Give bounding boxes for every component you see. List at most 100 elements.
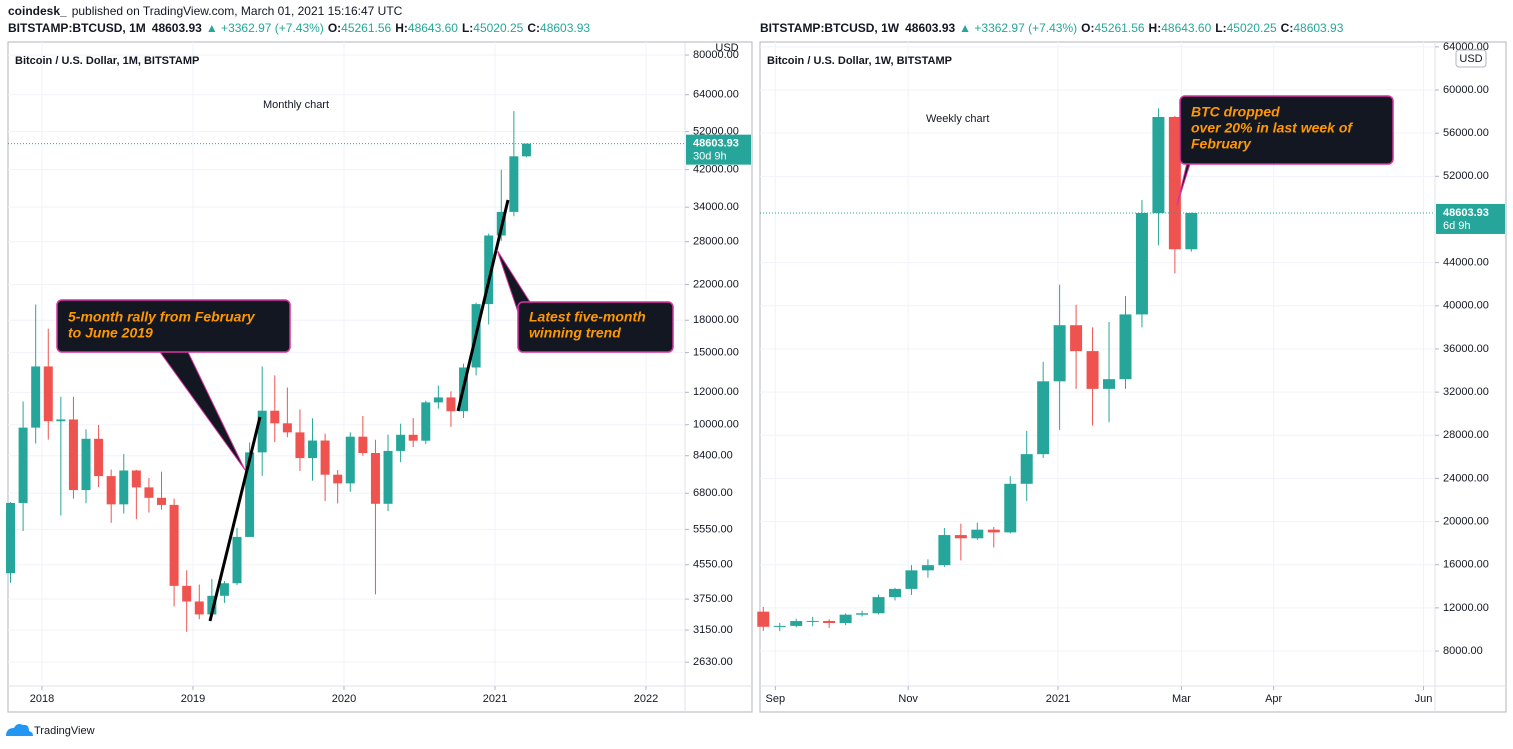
candle-body (207, 595, 217, 615)
x-tick-label: Sep (766, 693, 786, 705)
y-tick-label: 16000.00 (1443, 559, 1489, 571)
last-price-box (1436, 203, 1505, 234)
candle-body (31, 366, 41, 428)
last-price: 48603.93 (152, 21, 202, 35)
candle-body (790, 621, 803, 626)
x-tick-label: 2020 (332, 693, 356, 705)
candle-body (1185, 212, 1198, 250)
candle-body (144, 487, 154, 498)
candle-body (245, 452, 255, 537)
candle-body (1086, 351, 1099, 389)
y-tick-label: 18000.00 (693, 314, 739, 326)
candle-body (94, 438, 104, 477)
x-tick-label: Apr (1265, 693, 1282, 705)
symbol-header: BITSTAMP:BTCUSD, 1M 48603.93 ▲ +3362.97 (+… (8, 21, 590, 35)
y-tick-label: 3750.00 (693, 593, 733, 605)
countdown: 30d 9h (693, 151, 727, 163)
ohlc-value: 45020.25 (473, 21, 523, 35)
last-price: 48603.93 (905, 21, 955, 35)
y-tick-label: 22000.00 (693, 278, 739, 290)
candle-body (872, 597, 885, 614)
candle-body (308, 440, 318, 459)
y-tick-label: 44000.00 (1443, 257, 1489, 269)
brand-name: TradingView (34, 725, 95, 737)
x-tick-label: 2019 (181, 693, 205, 705)
ohlc-label: O: (1081, 21, 1094, 35)
trend-line (208, 416, 262, 622)
y-tick-label: 10000.00 (693, 419, 739, 431)
change: ▲ +3362.97 (+7.43%) (206, 21, 324, 35)
trend-line (456, 199, 510, 412)
candle-body (856, 613, 869, 615)
header: coindesk_ published on TradingView.com, M… (8, 4, 403, 18)
y-tick-label: 52000.00 (693, 126, 739, 138)
y-tick-label: 12000.00 (1443, 602, 1489, 614)
y-tick-label: 52000.00 (1443, 170, 1489, 182)
callout-text: to June 2019 (68, 325, 153, 341)
publisher: coindesk_ (8, 4, 67, 18)
candle-body (43, 366, 53, 422)
candle-body (1037, 381, 1050, 455)
callout-pointer (159, 351, 246, 471)
ohlc-label: L: (462, 21, 473, 35)
candle-body (1070, 325, 1083, 352)
candle-body (81, 438, 91, 491)
x-tick-label: 2021 (483, 693, 507, 705)
annotation: Monthly chart (263, 99, 329, 111)
ohlc-label: L: (1215, 21, 1226, 35)
ohlc-value: 45261.56 (1094, 21, 1144, 35)
x-tick-label: 2021 (1046, 693, 1070, 705)
y-tick-label: 64000.00 (693, 89, 739, 101)
annotation: Weekly chart (926, 113, 989, 125)
candle-body (509, 156, 519, 212)
y-tick-label: 56000.00 (1443, 127, 1489, 139)
y-tick-label: 36000.00 (1443, 343, 1489, 355)
candle-body (106, 476, 116, 505)
x-tick-label: 2018 (30, 693, 54, 705)
ohlc-label: C: (527, 21, 540, 35)
candle-body (358, 436, 368, 453)
candle-body (954, 535, 967, 539)
change: ▲ +3362.97 (+7.43%) (959, 21, 1077, 35)
y-tick-label: 28000.00 (693, 236, 739, 248)
candle-body (823, 620, 836, 623)
y-tick-label: 28000.00 (1443, 429, 1489, 441)
candle-body (806, 620, 819, 622)
left-panel (7, 41, 753, 713)
candle-body (131, 470, 141, 488)
callout-text: Latest five-month (529, 309, 646, 325)
candle-body (521, 143, 531, 157)
y-tick-label: 3150.00 (693, 624, 733, 636)
symbol-header: BITSTAMP:BTCUSD, 1W 48603.93 ▲ +3362.97 (+… (760, 21, 1344, 35)
candle-body (446, 397, 456, 412)
y-tick-label: 34000.00 (693, 201, 739, 213)
candle-body (1053, 325, 1066, 382)
candle-body (484, 235, 494, 305)
y-tick-label: 8000.00 (1443, 645, 1483, 657)
candle-body (169, 504, 179, 586)
y-tick-label: 2630.00 (693, 656, 733, 668)
candle-body (1020, 454, 1033, 484)
y-tick-label: 6800.00 (693, 487, 733, 499)
currency-box (1455, 49, 1487, 68)
candle-body (56, 419, 66, 422)
candle-body (889, 588, 901, 598)
candle-body (905, 570, 918, 589)
candle-body (119, 470, 129, 505)
last-price-box (686, 134, 751, 165)
candle-body (232, 536, 242, 584)
y-tick-label: 12000.00 (693, 386, 739, 398)
published: published on TradingView.com, March 01, … (72, 4, 403, 18)
candle-body (18, 427, 28, 503)
y-tick-label: 15000.00 (693, 347, 739, 359)
candle-body (421, 402, 431, 441)
ohlc-value: 48603.93 (540, 21, 590, 35)
candle-body (182, 585, 192, 602)
candle-body (971, 529, 984, 539)
ohlc-label: C: (1281, 21, 1294, 35)
candle-body (396, 434, 406, 451)
candle-body (1103, 379, 1116, 389)
y-tick-label: 20000.00 (1443, 515, 1489, 527)
candle-body (1152, 116, 1165, 214)
